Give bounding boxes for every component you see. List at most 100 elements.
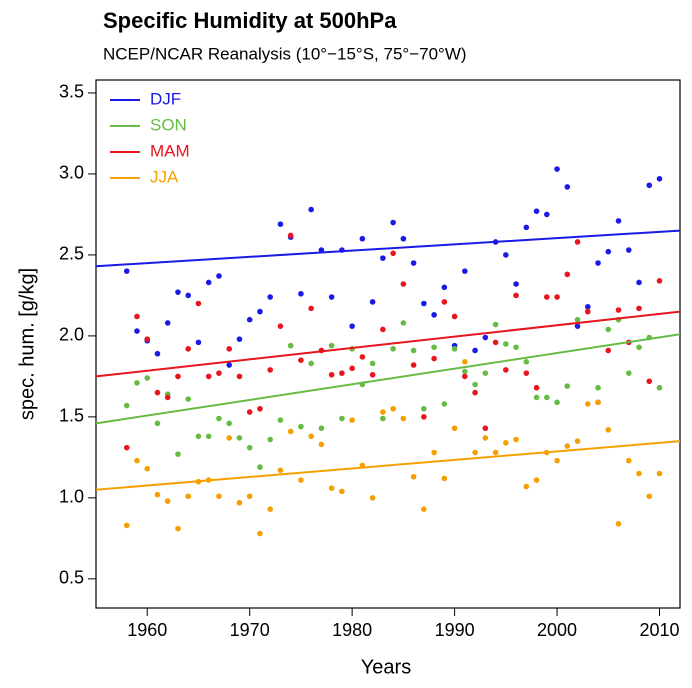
data-point	[472, 389, 478, 396]
data-point	[236, 373, 243, 380]
data-point	[400, 320, 407, 326]
data-point	[421, 405, 427, 412]
data-point	[277, 467, 284, 474]
data-point	[472, 347, 478, 354]
data-point	[595, 260, 601, 266]
data-point	[421, 506, 427, 513]
data-point	[277, 417, 284, 423]
data-point	[462, 368, 468, 375]
data-point	[595, 399, 601, 406]
data-point	[625, 247, 632, 253]
data-point	[656, 384, 663, 391]
data-point	[298, 290, 304, 297]
data-point	[400, 281, 407, 287]
data-point	[359, 354, 366, 360]
data-point	[195, 339, 202, 346]
data-point	[472, 381, 478, 388]
data-point	[380, 415, 386, 422]
data-point	[216, 415, 222, 422]
trend-line	[95, 229, 681, 268]
data-point	[656, 470, 663, 477]
trend-line	[95, 333, 681, 425]
data-point	[257, 464, 263, 470]
data-point	[164, 394, 171, 401]
data-point	[544, 394, 550, 401]
data-point	[441, 299, 448, 305]
data-point	[369, 495, 376, 501]
data-point	[431, 355, 437, 362]
data-point	[544, 211, 550, 218]
data-point	[513, 344, 519, 351]
data-point	[246, 444, 253, 451]
data-point	[175, 525, 181, 532]
data-point	[482, 334, 489, 341]
data-point	[236, 336, 243, 342]
data-point	[175, 373, 181, 380]
data-point	[328, 342, 335, 349]
data-point	[298, 477, 304, 483]
data-point	[369, 360, 376, 367]
data-point	[308, 305, 314, 312]
data-point	[410, 362, 417, 368]
data-point	[390, 405, 396, 412]
y-tick-label: 3.0	[59, 163, 84, 183]
legend-label: DJF	[150, 89, 181, 108]
data-point	[175, 451, 181, 457]
data-point	[482, 425, 489, 432]
data-point	[503, 367, 509, 373]
data-point	[267, 436, 273, 443]
data-point	[482, 370, 489, 376]
y-tick-label: 1.0	[59, 487, 84, 507]
data-point	[277, 221, 284, 227]
data-point	[646, 493, 653, 500]
data-point	[421, 414, 427, 420]
data-point	[298, 357, 304, 363]
data-point	[359, 235, 366, 242]
data-point	[625, 457, 632, 464]
data-point	[144, 375, 151, 381]
chart-title: Specific Humidity at 500hPa	[103, 8, 397, 33]
data-point	[492, 321, 499, 328]
data-point	[431, 344, 437, 351]
data-point	[380, 409, 386, 415]
trend-line	[95, 440, 681, 491]
data-point	[615, 307, 622, 313]
data-point	[554, 166, 560, 172]
legend-label: SON	[150, 115, 187, 134]
data-point	[134, 457, 140, 464]
data-point	[523, 359, 530, 365]
data-point	[554, 294, 560, 300]
data-point	[431, 312, 437, 318]
trend-line	[95, 310, 681, 378]
data-point	[400, 415, 407, 422]
data-point	[605, 248, 612, 255]
data-point	[513, 436, 519, 443]
data-point	[574, 316, 581, 323]
data-point	[226, 420, 232, 427]
data-point	[226, 362, 232, 368]
data-point	[257, 405, 263, 412]
data-point	[523, 370, 530, 376]
data-point	[636, 279, 642, 286]
plot-frame	[95, 79, 681, 609]
data-point	[636, 344, 642, 351]
data-point	[574, 438, 581, 444]
data-point	[625, 370, 632, 376]
data-point	[513, 292, 519, 299]
data-point	[605, 347, 612, 354]
data-point	[656, 278, 663, 284]
data-point	[646, 182, 653, 189]
data-point	[205, 373, 212, 380]
data-point	[380, 326, 386, 333]
data-point	[318, 441, 325, 448]
data-point	[257, 308, 263, 315]
data-point	[236, 499, 243, 506]
data-point	[390, 250, 396, 257]
data-point	[636, 470, 642, 477]
data-point	[154, 420, 161, 427]
data-point	[308, 206, 314, 213]
data-point	[564, 271, 571, 278]
data-point	[544, 294, 550, 300]
